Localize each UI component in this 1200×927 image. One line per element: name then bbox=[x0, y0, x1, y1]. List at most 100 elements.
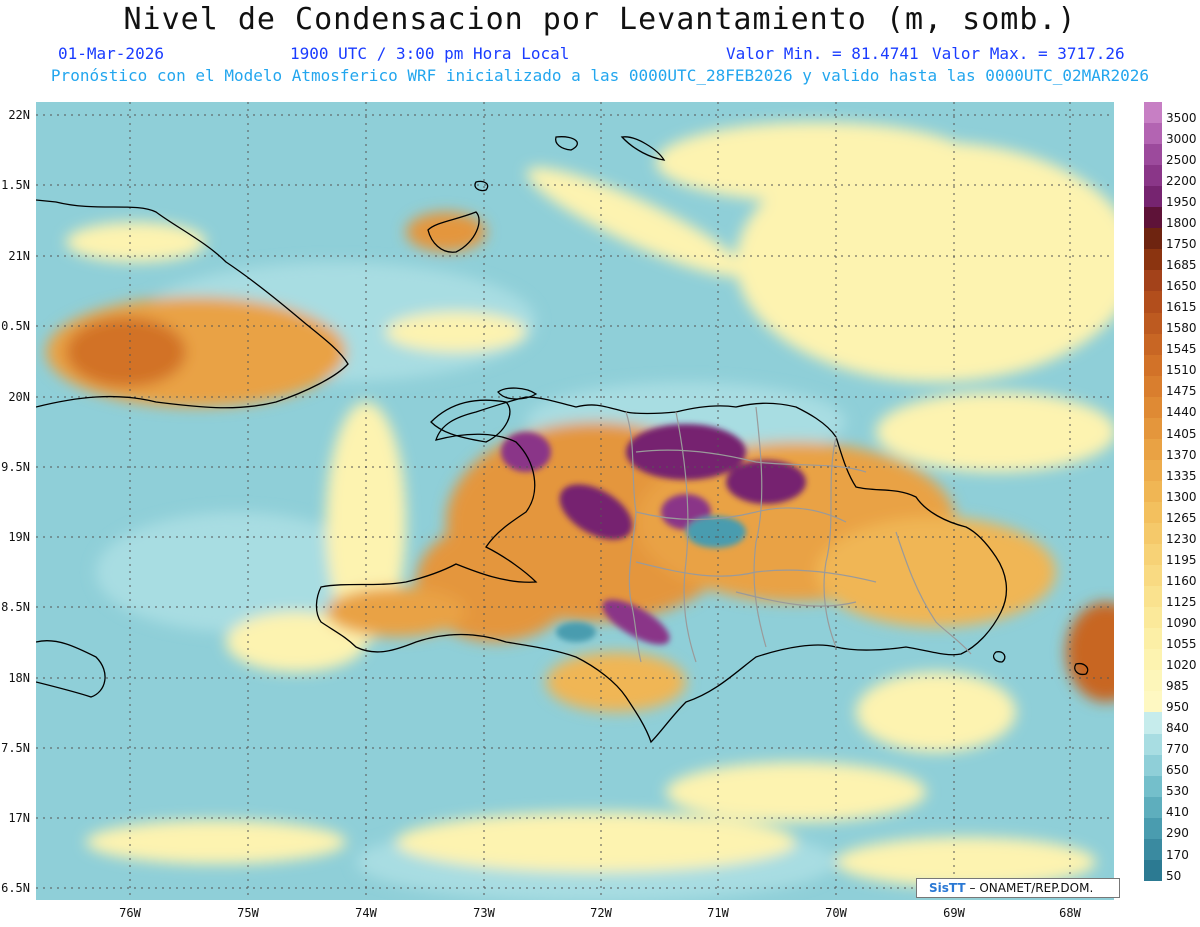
colorbar-label: 1615 bbox=[1166, 300, 1197, 315]
x-label-5: 71W bbox=[707, 906, 729, 920]
model-description: Pronóstico con el Modelo Atmosferico WRF… bbox=[50, 66, 1150, 85]
colorbar-swatch bbox=[1144, 186, 1162, 208]
y-label-9: 7.5N bbox=[1, 741, 30, 755]
credit-text: – ONAMET/REP.DOM. bbox=[969, 881, 1094, 895]
colorbar-swatch bbox=[1144, 775, 1162, 798]
colorbar-swatch bbox=[1144, 438, 1162, 461]
colorbar-label: 1580 bbox=[1166, 321, 1197, 336]
colorbar-label: 170 bbox=[1166, 847, 1189, 862]
colorbar-swatch bbox=[1144, 459, 1162, 482]
colorbar-swatch bbox=[1144, 523, 1162, 545]
colorbar-swatch bbox=[1144, 480, 1162, 503]
x-label-6: 70W bbox=[825, 906, 847, 920]
x-label-0: 76W bbox=[119, 906, 141, 920]
colorbar-label: 985 bbox=[1166, 679, 1189, 694]
grid-lines bbox=[36, 102, 1114, 900]
colorbar-swatch bbox=[1144, 544, 1162, 566]
colorbar-label: 1750 bbox=[1166, 237, 1197, 252]
map-title: Nivel de Condensacion por Levantamiento … bbox=[123, 2, 1077, 37]
high-values bbox=[501, 424, 806, 645]
y-label-7: 8.5N bbox=[1, 600, 30, 614]
colorbar-label: 410 bbox=[1166, 805, 1189, 820]
colorbar-label: 1300 bbox=[1166, 489, 1197, 504]
colorbar-swatch bbox=[1144, 102, 1162, 124]
colorbar-swatch bbox=[1144, 501, 1162, 524]
colorbar-label: 650 bbox=[1166, 763, 1189, 778]
coastlines bbox=[36, 136, 1089, 744]
colorbar-swatch bbox=[1144, 712, 1162, 734]
colorbar-label: 1370 bbox=[1166, 447, 1197, 462]
colorbar-label: 1510 bbox=[1166, 363, 1197, 378]
colorbar-swatch bbox=[1144, 733, 1162, 756]
colorbar-label: 1405 bbox=[1166, 426, 1197, 441]
x-label-4: 72W bbox=[590, 906, 612, 920]
colorbar-swatch bbox=[1144, 649, 1162, 671]
forecast-date: 01-Mar-2026 bbox=[58, 44, 164, 63]
colorbar-swatch bbox=[1144, 417, 1162, 440]
colorbar-label: 1950 bbox=[1166, 194, 1197, 209]
field-shading bbox=[46, 122, 1114, 900]
map-field-svg bbox=[36, 102, 1114, 900]
x-label-3: 73W bbox=[473, 906, 495, 920]
colorbar-swatch bbox=[1144, 859, 1162, 882]
colorbar-label: 1545 bbox=[1166, 342, 1197, 357]
colorbar-swatch bbox=[1144, 144, 1162, 166]
colorbar-label: 840 bbox=[1166, 721, 1189, 736]
colorbar-swatch bbox=[1144, 817, 1162, 840]
colorbar-swatch bbox=[1144, 228, 1162, 250]
colorbar-swatch bbox=[1144, 270, 1162, 292]
colorbar-swatch bbox=[1144, 754, 1162, 777]
colorbar-swatch bbox=[1144, 670, 1162, 692]
colorbar-swatch bbox=[1144, 838, 1162, 861]
colorbar bbox=[1144, 102, 1162, 882]
colorbar-label: 950 bbox=[1166, 700, 1189, 715]
colorbar-label: 770 bbox=[1166, 742, 1189, 757]
colorbar-swatch bbox=[1144, 396, 1162, 419]
colorbar-swatch bbox=[1144, 123, 1162, 145]
colorbar-label: 1335 bbox=[1166, 468, 1197, 483]
colorbar-swatch bbox=[1144, 291, 1162, 313]
colorbar-label: 1650 bbox=[1166, 279, 1197, 294]
colorbar-label: 1475 bbox=[1166, 384, 1197, 399]
weather-map bbox=[36, 102, 1114, 900]
colorbar-swatch bbox=[1144, 565, 1162, 587]
value-min: Valor Min. = 81.4741 bbox=[726, 44, 919, 63]
colorbar-swatch bbox=[1144, 375, 1162, 398]
colorbar-swatch bbox=[1144, 796, 1162, 819]
colorbar-swatch bbox=[1144, 207, 1162, 229]
y-label-6: 19N bbox=[8, 530, 30, 544]
credit-box: SisTT – ONAMET/REP.DOM. bbox=[916, 878, 1120, 898]
value-max: Valor Max. = 3717.26 bbox=[932, 44, 1125, 63]
colorbar-label: 1055 bbox=[1166, 637, 1197, 652]
colorbar-label: 3000 bbox=[1166, 131, 1197, 146]
y-label-11: 6.5N bbox=[1, 881, 30, 895]
colorbar-label: 50 bbox=[1166, 868, 1182, 883]
y-label-10: 17N bbox=[8, 811, 30, 825]
forecast-time: 1900 UTC / 3:00 pm Hora Local bbox=[290, 44, 570, 63]
colorbar-swatch bbox=[1144, 607, 1162, 629]
colorbar-swatch bbox=[1144, 586, 1162, 608]
y-label-1: 1.5N bbox=[1, 178, 30, 192]
colorbar-label: 290 bbox=[1166, 826, 1189, 841]
colorbar-label: 1440 bbox=[1166, 405, 1197, 420]
y-label-0: 22N bbox=[8, 108, 30, 122]
colorbar-swatch bbox=[1144, 249, 1162, 271]
colorbar-label: 1230 bbox=[1166, 531, 1197, 546]
y-label-8: 18N bbox=[8, 671, 30, 685]
sistt-logo: SisTT bbox=[929, 881, 966, 895]
x-label-8: 68W bbox=[1059, 906, 1081, 920]
colorbar-label: 1195 bbox=[1166, 552, 1197, 567]
y-label-3: 0.5N bbox=[1, 319, 30, 333]
colorbar-label: 2200 bbox=[1166, 173, 1197, 188]
province-borders bbox=[625, 406, 972, 663]
colorbar-label: 2500 bbox=[1166, 152, 1197, 167]
colorbar-swatch bbox=[1144, 165, 1162, 187]
colorbar-label: 1020 bbox=[1166, 658, 1197, 673]
colorbar-label: 1090 bbox=[1166, 615, 1197, 630]
colorbar-label: 1265 bbox=[1166, 510, 1197, 525]
colorbar-swatch bbox=[1144, 312, 1162, 335]
colorbar-swatch bbox=[1144, 691, 1162, 713]
colorbar-label: 530 bbox=[1166, 784, 1189, 799]
colorbar-label: 1125 bbox=[1166, 594, 1197, 609]
colorbar-swatch bbox=[1144, 354, 1162, 377]
